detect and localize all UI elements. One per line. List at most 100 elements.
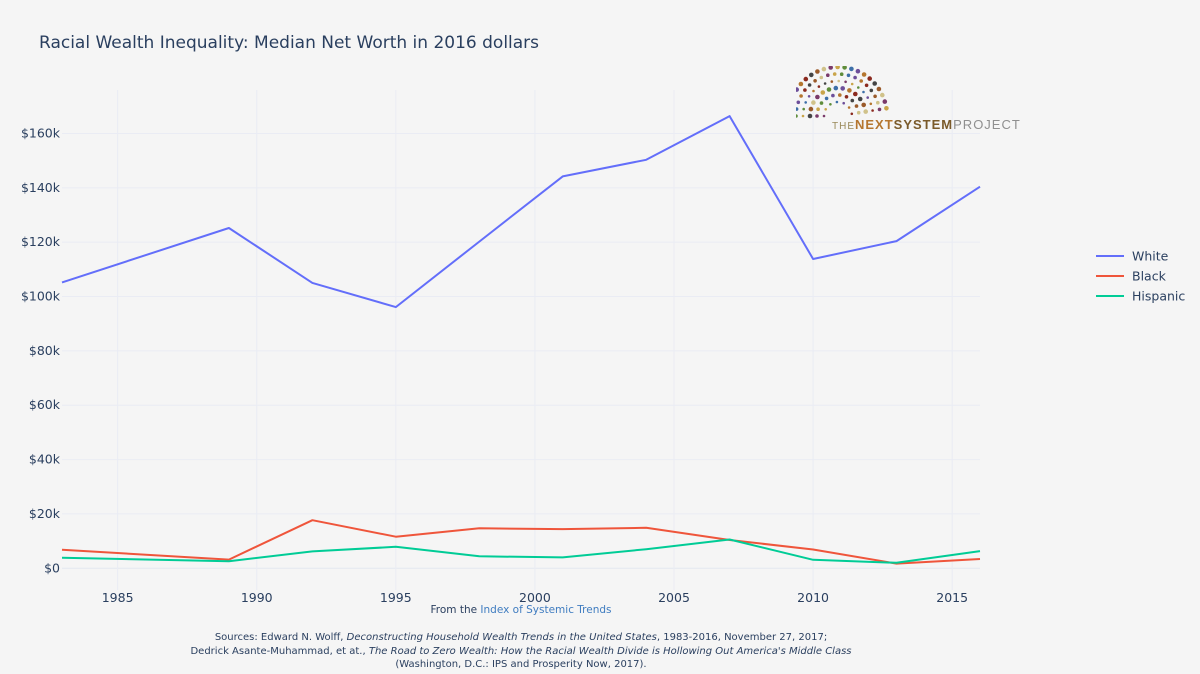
logo-dot [869,102,873,106]
logo-dot [796,107,799,111]
logo-dot [807,95,811,98]
logo-dot [844,80,847,84]
sources-line-2: Dedrick Asante-Muhammad, et at., The Roa… [190,645,852,657]
logo-dot [854,104,859,108]
logo-wordmark: THENEXTSYSTEMPROJECT [832,117,1021,132]
logo-dot [846,73,851,78]
x-tick-label: 1990 [241,590,273,605]
series-line-hispanic[interactable] [61,538,981,564]
grid [62,90,980,590]
logo-dot [826,73,830,77]
logo-dot [807,113,813,119]
logo-dot [850,82,854,86]
y-axis: $0 $20k $40k $60k $80k $100k $120k $140k $160k [21,125,61,575]
logo-dot [855,68,861,74]
sources-line-1: Sources: Edward N. Wolff, Deconstructing… [214,632,828,643]
logo-dot [833,85,839,91]
x-tick-label: 1995 [380,590,412,605]
legend-item-white[interactable]: White [1096,249,1169,264]
logo-dot [853,75,857,80]
logo-dot [839,72,844,76]
series-lines [61,115,981,565]
logo-dot [847,88,852,93]
y-tick-label: $100k [21,289,61,304]
logo-dot [817,85,821,88]
logo-dot [884,106,889,111]
logo-dot [861,102,866,108]
logo-dot [828,66,833,70]
logo-dot [798,81,804,87]
logo-dot [819,75,824,80]
x-axis: 1985 1990 1995 2000 2005 2010 2015 [102,590,968,605]
logo-dot [850,112,854,116]
logo-dot [867,76,872,81]
logo-dot [880,92,885,98]
logo-dot [801,114,805,118]
logo-dot [803,76,809,82]
logo-dot [824,96,829,101]
logo-dot [835,100,839,104]
logo-dot [871,109,874,112]
logo-dot [819,101,824,105]
logo-dot [850,98,855,103]
logo-dot [847,106,851,109]
logo-dot [813,79,817,83]
logo-dot [863,109,868,114]
logo-dot [799,94,803,98]
series-line-black[interactable] [61,519,981,565]
sources-line-3: (Washington, D.C.: IPS and Prosperity No… [395,659,647,670]
logo-dot [815,94,820,100]
logo-dot [804,101,807,104]
legend-item-black[interactable]: Black [1096,269,1167,284]
series-line-white[interactable] [61,115,981,309]
chart-title: Racial Wealth Inequality: Median Net Wor… [39,33,539,53]
logo-dot [830,80,834,83]
logo-dot [849,66,854,72]
logo-dot [856,110,861,115]
legend[interactable]: White Black Hispanic [1096,249,1185,304]
legend-label: Hispanic [1132,289,1185,304]
legend-label: Black [1132,269,1167,284]
logo-dot [869,88,874,93]
y-tick-label: $20k [29,506,61,521]
logo-dot [816,107,820,111]
logo-dot [822,114,826,118]
next-system-project-logo: THENEXTSYSTEMPROJECT [796,66,1020,136]
logo-dot [866,96,869,99]
logo-dot [796,87,799,92]
logo-dot [831,93,835,98]
y-tick-label: $60k [29,397,61,412]
logo-dot [838,93,842,97]
logo-dot [835,66,840,70]
logo-dot [882,99,888,104]
y-tick-label: $160k [21,125,61,140]
x-tick-label: 2005 [658,590,690,605]
y-tick-label: $120k [21,234,61,249]
index-link[interactable]: Index of Systemic Trends [480,604,612,616]
logo-dot [864,83,869,88]
x-tick-label: 2010 [797,590,829,605]
legend-item-hispanic[interactable]: Hispanic [1096,289,1185,304]
logo-dot [832,72,837,76]
sources-note: Sources: Edward N. Wolff, Deconstructing… [0,631,1042,672]
logo-dot-burst-icon [796,66,889,119]
y-tick-label: $0 [44,560,60,575]
logo-dot [842,66,847,70]
logo-dot [859,79,863,83]
logo-dot [809,72,814,78]
logo-dot [840,86,845,91]
logo-dot [824,108,827,111]
logo-dot [872,81,877,86]
logo-dot [802,107,805,111]
logo-dot [857,86,860,89]
logo-dot [826,87,832,92]
logo-dot [844,95,849,99]
x-tick-label: 2000 [519,590,551,605]
logo-dot [796,100,801,105]
logo-dot [815,114,819,118]
x-tick-label: 2015 [936,590,968,605]
legend-label: White [1132,249,1169,264]
logo-dot [820,90,826,95]
logo-dot [877,107,882,112]
logo-dot [808,106,814,112]
